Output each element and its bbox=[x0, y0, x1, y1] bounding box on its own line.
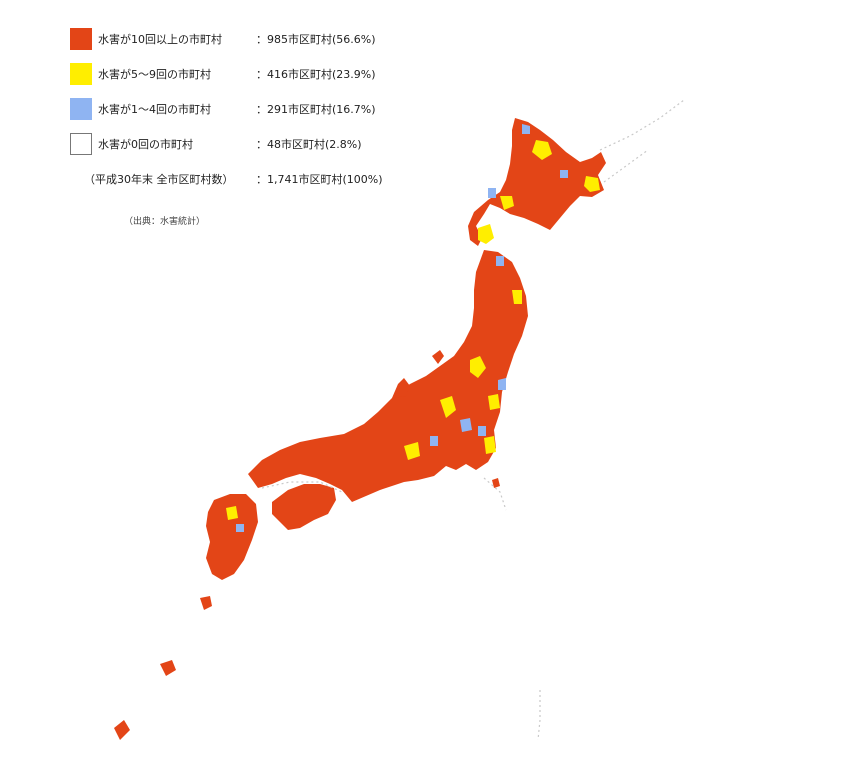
coast-outline bbox=[599, 99, 685, 151]
patch-5-9 bbox=[404, 442, 420, 460]
patch-5-9 bbox=[512, 290, 522, 304]
patch-1-4 bbox=[560, 170, 568, 178]
region-honshu bbox=[248, 250, 528, 502]
legend-swatch-ten-plus bbox=[70, 28, 92, 50]
patch-5-9 bbox=[488, 394, 500, 410]
total-label: （平成30年末 全市区町村数） bbox=[84, 173, 234, 186]
region-tanegashima bbox=[200, 596, 212, 610]
patch-1-4 bbox=[496, 256, 504, 266]
patch-1-4 bbox=[236, 524, 244, 532]
patch-1-4 bbox=[460, 418, 472, 432]
legend-label: 水害が0回の市町村 bbox=[98, 138, 193, 151]
patch-1-4 bbox=[522, 124, 530, 134]
patch-5-9 bbox=[584, 176, 600, 192]
legend-row-ten-plus: 水害が10回以上の市町村 ：985市区町村(56.6%) bbox=[70, 28, 470, 50]
legend-label: 水害が1～4回の市町村 bbox=[98, 103, 211, 116]
coast-outline bbox=[483, 477, 507, 511]
total-value: ：1,741市区町村(100%) bbox=[256, 173, 383, 186]
region-okinawa bbox=[114, 720, 130, 740]
legend-label: 水害が5～9回の市町村 bbox=[98, 68, 211, 81]
region-sado bbox=[432, 350, 444, 364]
patch-5-9 bbox=[484, 436, 496, 454]
patch-5-9 bbox=[532, 140, 552, 160]
legend-swatch-zero bbox=[70, 133, 92, 155]
patch-5-9 bbox=[500, 196, 514, 210]
patch-5-9 bbox=[478, 224, 494, 244]
region-izu-islands bbox=[492, 478, 500, 488]
legend-label: 水害が10回以上の市町村 bbox=[98, 33, 222, 46]
legend-total: （平成30年末 全市区町村数） ：1,741市区町村(100%) bbox=[84, 171, 383, 187]
legend-row-one-to-four: 水害が1～4回の市町村 ：291市区町村(16.7%) bbox=[70, 98, 470, 120]
region-shikoku bbox=[272, 484, 336, 530]
patch-5-9 bbox=[470, 356, 486, 378]
patch-1-4 bbox=[488, 188, 496, 198]
legend-row-five-to-nine: 水害が5～9回の市町村 ：416市区町村(23.9%) bbox=[70, 63, 470, 85]
region-hokkaido bbox=[468, 118, 606, 246]
patch-1-4 bbox=[498, 378, 506, 390]
region-kyushu bbox=[206, 494, 258, 580]
legend-row-zero: 水害が0回の市町村 ：48市区町村(2.8%) bbox=[70, 133, 470, 155]
legend-value: ：48市区町村(2.8%) bbox=[256, 138, 362, 151]
coast-outline bbox=[261, 481, 343, 493]
patch-5-9 bbox=[226, 506, 238, 520]
patch-5-9 bbox=[440, 396, 456, 418]
legend-swatch-five-to-nine bbox=[70, 63, 92, 85]
legend-value: ：985市区町村(56.6%) bbox=[256, 33, 376, 46]
legend-value: ：416市区町村(23.9%) bbox=[256, 68, 376, 81]
patch-1-4 bbox=[478, 426, 486, 436]
legend-value: ：291市区町村(16.7%) bbox=[256, 103, 376, 116]
region-noto bbox=[392, 378, 410, 398]
patch-1-4 bbox=[430, 436, 438, 446]
coast-outline bbox=[603, 149, 649, 183]
coast-outline bbox=[537, 690, 541, 741]
region-amami bbox=[160, 660, 176, 676]
legend-swatch-one-to-four bbox=[70, 98, 92, 120]
source-note: （出典：水害統計） bbox=[124, 217, 206, 227]
